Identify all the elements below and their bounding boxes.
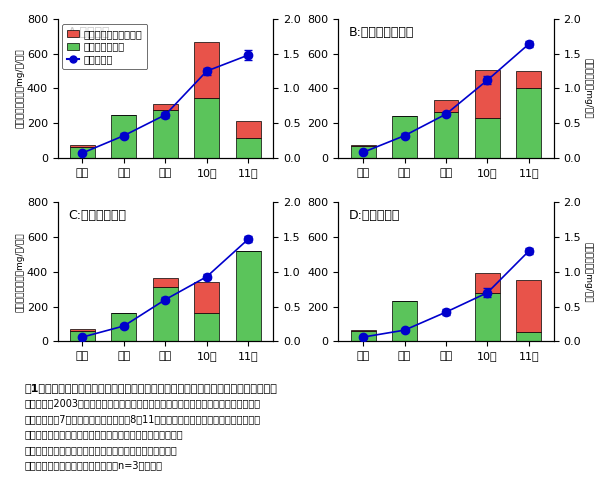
Bar [153,110,178,158]
Legend: 月別素素吸収量：果実, 同　：果実以外, 素素吸収量: 月別素素吸収量：果実, 同 ：果実以外, 素素吸収量 [63,24,148,69]
Bar [153,104,178,110]
Text: 窒素吸収量　7月：定植時苗の吸収量，8～11月：各月末または翌月初めまでの吸収量: 窒素吸収量 7月：定植時苗の吸収量，8～11月：各月末または翌月初めまでの吸収量 [24,414,260,424]
Bar [236,138,261,158]
Y-axis label: 素素吸収量（mg/株）: 素素吸収量（mg/株） [584,241,593,302]
Bar [70,147,95,158]
Text: D:「北の洗」: D:「北の洗」 [349,209,401,222]
Bar [111,115,136,158]
Bar [351,146,376,158]
Bar [516,88,541,158]
Text: 図1　寒冷地での短日処理によるイチゴ秋どり栽培における品種別窒素吸収量の推移: 図1 寒冷地での短日処理によるイチゴ秋どり栽培における品種別窒素吸収量の推移 [24,383,277,393]
Text: 試験年度：2003年，月別窒素吸収量＝（当月までの吸収量）－（前月までの吸収量）: 試験年度：2003年，月別窒素吸収量＝（当月までの吸収量）－（前月までの吸収量） [24,399,260,409]
Bar [475,70,500,118]
Text: A:「女峰」: A:「女峰」 [68,26,111,39]
Y-axis label: 月別素素吸収量（mg/株/月）: 月別素素吸収量（mg/株/月） [15,232,24,312]
Bar [392,116,417,158]
Bar [475,118,500,158]
Bar [195,42,219,98]
Bar [434,112,458,158]
Bar [195,98,219,158]
Bar [434,100,458,112]
Bar [392,301,417,341]
Text: B:「とちおとめ」: B:「とちおとめ」 [349,26,415,39]
Bar [351,145,376,146]
Bar [70,331,95,341]
Bar [475,293,500,341]
Bar [195,282,219,313]
Bar [516,280,541,332]
Bar [516,71,541,88]
Y-axis label: 素素吸収量（mg/株）: 素素吸収量（mg/株） [584,58,593,119]
Bar [153,287,178,341]
Text: 果実以外：葉，クラウン，ランナー，花梗，根各部位の合計: 果実以外：葉，クラウン，ランナー，花梗，根各部位の合計 [24,429,183,440]
Bar [153,278,178,287]
Bar [351,331,376,341]
Bar [195,313,219,341]
Text: 窒素吸収量の推移は乾物重の推移とほぼ同様の傾向を示す: 窒素吸収量の推移は乾物重の推移とほぼ同様の傾向を示す [24,445,177,455]
Bar [111,313,136,341]
Bar [475,273,500,293]
Bar [516,332,541,341]
Bar [70,145,95,147]
Y-axis label: 月別素素吸収量（mg/株/月）: 月別素素吸収量（mg/株/月） [15,49,24,128]
Bar [236,121,261,138]
Text: 折れ線グラフ中の垂線は標準誤差（n=3）を示す: 折れ線グラフ中の垂線は標準誤差（n=3）を示す [24,460,162,470]
Bar [236,251,261,341]
Text: C:「さちのか」: C:「さちのか」 [68,209,126,222]
Bar [70,329,95,331]
Bar [351,330,376,331]
